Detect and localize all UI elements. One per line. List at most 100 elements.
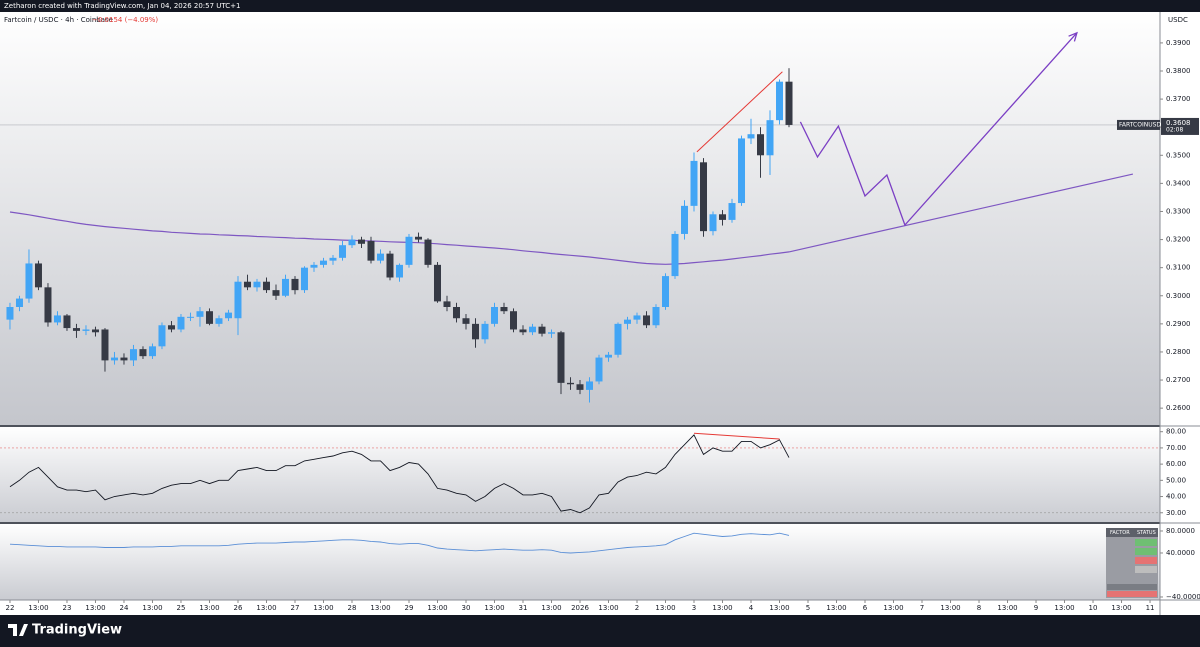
candle-body [63, 315, 71, 329]
y-tick-label: 40.0000 [1166, 549, 1195, 557]
candle-body [719, 214, 727, 220]
x-tick-label: 6 [863, 604, 868, 612]
divergence-line [693, 432, 780, 440]
price-axis [1160, 12, 1200, 615]
y-tick-label: 0.2600 [1166, 404, 1191, 412]
x-tick-label: 23 [63, 604, 72, 612]
candle-body [15, 298, 23, 307]
x-tick-label: 27 [291, 604, 300, 612]
candle-body [681, 205, 689, 234]
candle-body [82, 329, 90, 331]
candle-body [481, 323, 489, 340]
candle-body [158, 325, 166, 347]
candle-body [338, 245, 346, 258]
x-tick-label: 13:00 [85, 604, 105, 612]
status-cell [1135, 557, 1157, 564]
y-tick-label: 40.00 [1166, 493, 1186, 501]
time-axis [0, 600, 1160, 615]
candle-body [367, 240, 375, 261]
candle-body [462, 318, 470, 324]
y-tick-label: 0.3300 [1166, 207, 1191, 215]
table-header-cell: FACTOR [1110, 530, 1130, 536]
change: −0.0154 (−4.09%) [92, 16, 158, 24]
x-tick-label: 22 [6, 604, 15, 612]
candle-body [414, 236, 422, 240]
x-tick-label: 24 [120, 604, 129, 612]
table-header [1106, 528, 1158, 537]
y-tick-label: 70.00 [1166, 444, 1186, 452]
candle-body [72, 328, 80, 331]
candle-body [186, 316, 194, 318]
y-tick-label: 0.3000 [1166, 292, 1191, 300]
trendline [788, 173, 1134, 253]
logo [8, 624, 28, 636]
x-tick-label: 13:00 [484, 604, 504, 612]
candle-body [566, 382, 574, 385]
ticker-tag [1117, 119, 1160, 130]
candle-body [709, 214, 717, 232]
ticker-label: FARTCOINUSDC [1119, 121, 1165, 128]
candle-body [605, 354, 613, 358]
candle-body [547, 332, 555, 334]
currency: USDC [1168, 16, 1188, 24]
x-tick-label: 13:00 [598, 604, 618, 612]
candle-body [357, 239, 365, 244]
candle-body [205, 311, 213, 324]
arrow-head [1068, 31, 1078, 42]
x-tick-label: 13:00 [256, 604, 276, 612]
x-tick-label: 13:00 [1111, 604, 1131, 612]
price-tag [1161, 117, 1199, 135]
x-tick-label: 11 [1146, 604, 1155, 612]
status-table [1106, 528, 1158, 598]
y-tick-label: 0.3700 [1166, 95, 1191, 103]
candle-body [110, 357, 118, 361]
x-tick-label: 13:00 [142, 604, 162, 612]
status-cell [1135, 539, 1157, 546]
x-tick-label: 31 [519, 604, 528, 612]
candle-body [53, 315, 61, 323]
candle-body [386, 253, 394, 278]
x-tick-label: 13:00 [427, 604, 447, 612]
symbol: Fartcoin / USDC · 4h · Coinbase [4, 16, 113, 24]
oscillator-pane [0, 524, 1160, 600]
y-tick-label: 0.3200 [1166, 236, 1191, 244]
x-tick-label: 13:00 [1054, 604, 1074, 612]
candle-body [519, 329, 527, 333]
candle-body [215, 318, 223, 324]
footer [0, 615, 1200, 643]
x-tick-label: 9 [1034, 604, 1038, 612]
candle-body [595, 357, 603, 382]
candle-body [120, 357, 128, 361]
candle-body [528, 326, 536, 333]
candle-body [433, 264, 441, 302]
y-tick-label: 60.00 [1166, 460, 1186, 468]
candle-body [728, 203, 736, 220]
rsi-pane [0, 427, 1160, 522]
candle-body [25, 263, 33, 299]
candle-body [652, 307, 660, 326]
candle-body [424, 239, 432, 265]
candle-body [662, 276, 670, 307]
candle-body [586, 381, 594, 390]
x-tick-label: 4 [749, 604, 754, 612]
y-tick-label: −40.0000 [1166, 593, 1200, 601]
x-tick-label: 26 [234, 604, 243, 612]
candle-body [757, 134, 765, 156]
x-tick-label: 13:00 [370, 604, 390, 612]
candle-body [643, 315, 651, 326]
candle-body [624, 319, 632, 324]
candle-body [243, 281, 251, 288]
candle-body [291, 278, 299, 291]
candle-body [500, 307, 508, 312]
candle-body [44, 287, 52, 323]
candle-body [310, 264, 318, 268]
candle-body [167, 325, 175, 330]
x-tick-label: 25 [177, 604, 186, 612]
x-tick-label: 29 [405, 604, 414, 612]
candle-body [177, 316, 185, 330]
candle-body [129, 349, 137, 361]
y-tick-label: 80.00 [1166, 428, 1186, 436]
candle-body [101, 329, 109, 361]
